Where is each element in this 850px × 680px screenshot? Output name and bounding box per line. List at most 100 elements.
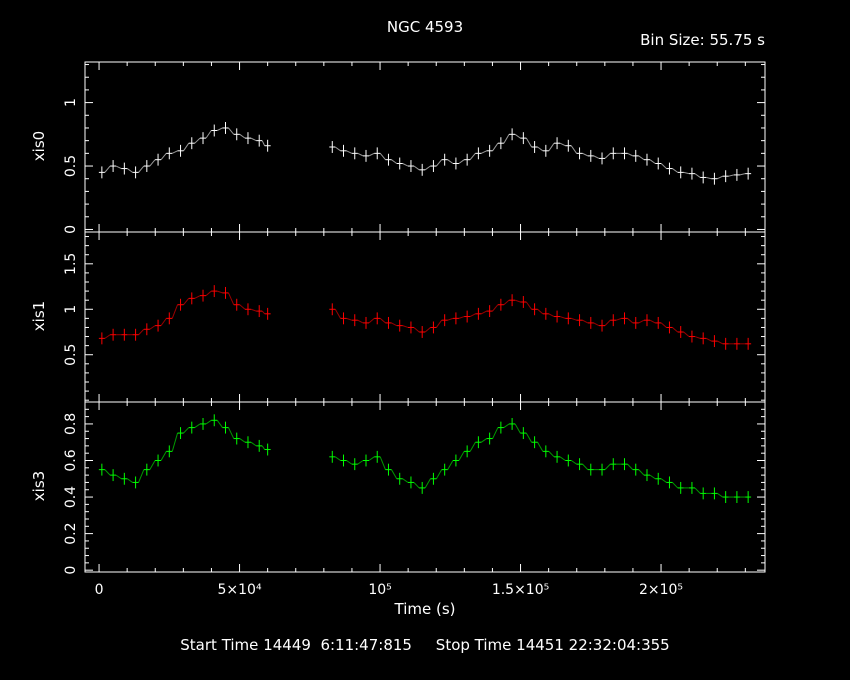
series-xis0 <box>98 122 752 185</box>
data-segment <box>582 319 589 324</box>
data-segment <box>205 419 212 425</box>
y-tick-label: 0.6 <box>63 449 79 471</box>
y-tick-label: 1 <box>63 98 79 107</box>
data-segment <box>717 175 723 180</box>
data-segment <box>115 474 122 480</box>
panel-frame-xis1 <box>84 231 766 403</box>
data-segment <box>379 456 386 470</box>
y-tick-label: 0 <box>63 225 79 234</box>
data-segment <box>413 327 420 333</box>
data-segment <box>582 152 589 157</box>
x-tick-label: 10⁵ <box>368 582 391 598</box>
x-tick-labels: 0 5×10⁴ 10⁵ 1.5×10⁵ 2×10⁵ <box>95 582 683 598</box>
data-segment <box>413 482 420 489</box>
data-segment <box>104 334 111 339</box>
data-segment <box>239 304 246 310</box>
y-tick-label: 0.5 <box>63 155 79 177</box>
data-segment <box>728 174 735 177</box>
data-segment <box>537 441 544 452</box>
data-segment <box>717 492 723 498</box>
data-segment <box>228 127 235 135</box>
data-segment <box>649 319 656 324</box>
data-segment <box>604 152 611 159</box>
data-segment <box>672 482 679 489</box>
data-segment <box>149 325 156 330</box>
data-segment <box>149 159 156 167</box>
data-segment <box>160 451 167 461</box>
data-segment <box>127 478 133 483</box>
y-tick-label: 0.2 <box>63 522 79 544</box>
data-segment <box>492 427 499 439</box>
data-segment <box>368 152 375 157</box>
data-segment <box>481 438 487 443</box>
data-segment <box>357 319 364 324</box>
data-segment <box>104 469 111 476</box>
data-segment <box>627 463 634 470</box>
stop-time-value: 14451 22:32:04:355 <box>516 636 670 654</box>
data-segment <box>436 159 443 167</box>
data-segment <box>250 137 257 142</box>
y-tick-label: 0.8 <box>63 413 79 435</box>
data-segment <box>627 317 634 324</box>
data-segment <box>559 456 566 461</box>
x-tick-label: 5×10⁴ <box>218 582 262 598</box>
data-segment <box>694 487 701 494</box>
data-segment <box>571 460 577 465</box>
data-segment <box>694 173 701 178</box>
data-segment <box>391 159 398 164</box>
data-segment <box>138 469 145 483</box>
data-segment <box>660 163 667 169</box>
data-segment <box>334 146 341 152</box>
data-segment <box>469 153 476 161</box>
data-segment <box>250 441 257 447</box>
data-segment <box>435 469 443 480</box>
data-segment <box>503 423 510 429</box>
x-tick-label: 1.5×10⁵ <box>492 582 549 598</box>
start-time-label: Start Time <box>180 636 259 654</box>
data-segment <box>481 150 487 154</box>
data-segment <box>149 460 156 470</box>
data-segment <box>739 173 746 176</box>
y-tick-label: 1 <box>63 305 79 314</box>
data-segment <box>447 460 454 470</box>
data-segment <box>379 317 386 324</box>
data-segment <box>706 176 712 180</box>
data-segment <box>525 137 533 148</box>
data-segment <box>194 137 201 144</box>
panel-frame-xis0 <box>84 61 766 233</box>
data-segment <box>469 313 476 317</box>
data-segment <box>261 445 266 450</box>
data-segment <box>205 290 212 297</box>
data-segment <box>334 309 341 319</box>
series-xis3 <box>98 414 752 504</box>
data-segment <box>228 292 235 305</box>
data-segment <box>183 298 190 306</box>
data-segment <box>638 155 645 161</box>
data-segment <box>537 308 544 315</box>
data-segment <box>436 319 443 328</box>
time-range-footer: Start Time 14449 6:11:47:815 Stop Time 1… <box>0 636 850 654</box>
bin-size-label: Bin Size: 55.75 s <box>640 31 765 49</box>
data-segment <box>593 155 600 159</box>
data-segment <box>402 163 409 167</box>
data-segment <box>160 153 167 161</box>
data-segment <box>705 337 712 342</box>
stop-time-label: Stop Time <box>435 636 512 654</box>
data-segment <box>582 463 589 470</box>
data-segment <box>717 340 723 345</box>
data-segment <box>346 150 352 154</box>
data-segment <box>604 463 611 470</box>
data-segment <box>672 327 679 333</box>
data-segment <box>570 145 577 154</box>
data-segment <box>616 317 622 321</box>
panel-ylabel-xis0: xis0 <box>30 131 48 161</box>
data-segment <box>525 301 532 310</box>
data-segment <box>559 142 566 147</box>
start-time-value: 14449 6:11:47:815 <box>263 636 412 654</box>
data-segment <box>559 316 566 319</box>
data-segment <box>649 474 656 480</box>
data-segment <box>172 150 178 154</box>
data-segment <box>627 152 633 157</box>
data-segment <box>514 423 521 434</box>
